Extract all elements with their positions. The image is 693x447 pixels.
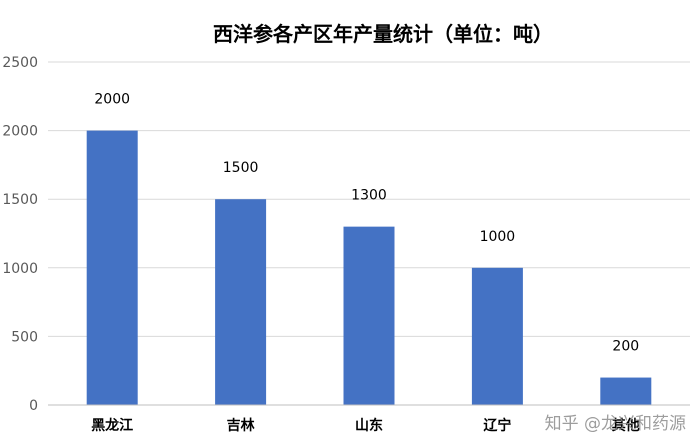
- data-labels: 2000 1500 1300 1000 200: [94, 92, 639, 355]
- chart-title: 西洋参各产区年产量统计（单位：吨）: [213, 22, 553, 46]
- y-tick-label: 1500: [2, 192, 38, 208]
- data-label: 200: [612, 339, 639, 355]
- y-tick-label: 2500: [2, 55, 38, 71]
- bar: [343, 226, 395, 405]
- y-axis-tick-labels: 0 500 1000 1500 2000 2500: [2, 55, 38, 414]
- bar: [471, 267, 523, 405]
- watermark: 知乎 @龙兴和药源: [545, 414, 686, 434]
- y-tick-label: 1000: [2, 261, 38, 277]
- y-tick-label: 500: [11, 329, 38, 345]
- bar: [215, 199, 267, 405]
- x-category-label: 辽宁: [483, 417, 511, 434]
- x-category-label: 黑龙江: [91, 417, 133, 434]
- bar: [600, 377, 652, 405]
- x-category-label: 山东: [355, 417, 383, 434]
- data-label: 1300: [351, 188, 387, 204]
- x-category-label: 吉林: [227, 417, 255, 434]
- data-label: 1000: [480, 229, 516, 245]
- gridlines: [48, 61, 690, 337]
- y-tick-label: 0: [29, 398, 38, 414]
- x-axis-category-labels: 黑龙江 吉林 山东 辽宁 其他: [91, 417, 640, 434]
- y-tick-label: 2000: [2, 124, 38, 140]
- bar: [86, 130, 138, 405]
- data-label: 1500: [223, 160, 259, 176]
- x-category-label: 其他: [612, 417, 640, 434]
- data-label: 2000: [94, 92, 130, 108]
- bars: [86, 130, 652, 405]
